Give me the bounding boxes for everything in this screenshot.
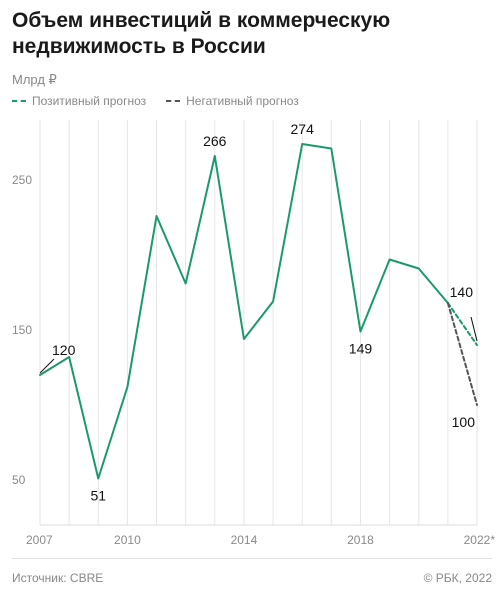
legend-item-positive: Позитивный прогноз — [12, 94, 146, 108]
x-tick-label: 2010 — [114, 533, 141, 547]
chart-title: Объем инвестиций в коммерческую недвижим… — [12, 9, 391, 58]
y-tick-label: 150 — [12, 323, 32, 337]
copyright-text: © РБК, 2022 — [423, 571, 492, 585]
data-label: 274 — [291, 121, 315, 137]
legend-label-negative: Негативный прогноз — [186, 94, 299, 108]
leader-line — [39, 358, 55, 374]
x-tick-label: 2022* — [464, 533, 496, 547]
data-label: 266 — [203, 133, 227, 149]
data-label: 100 — [452, 414, 476, 430]
series-line-main — [39, 143, 449, 480]
leader-line — [470, 316, 478, 342]
legend-swatch-positive — [12, 100, 26, 102]
legend-item-negative: Негативный прогноз — [166, 94, 299, 108]
legend: Позитивный прогноз Негативный прогноз — [12, 94, 319, 108]
data-label: 149 — [349, 341, 373, 357]
series-line-negative — [446, 302, 478, 406]
footer-divider — [12, 558, 492, 559]
x-tick-label: 2007 — [26, 533, 53, 547]
data-label: 51 — [90, 488, 106, 504]
unit-label: Млрд ₽ — [12, 72, 57, 87]
y-tick-label: 50 — [12, 473, 26, 487]
line-chart: 50 150 250 2007 2010 2014 2018 2022* 120 51 266 274… — [12, 120, 496, 547]
legend-swatch-negative — [166, 100, 181, 102]
x-tick-label: 2014 — [231, 533, 258, 547]
data-label: 140 — [450, 284, 474, 300]
y-tick-label: 250 — [12, 173, 32, 187]
series-line-positive — [446, 302, 478, 346]
x-tick-label: 2018 — [347, 533, 374, 547]
data-label: 120 — [52, 342, 76, 358]
source-text: Источник: CBRE — [12, 571, 104, 585]
legend-label-positive: Позитивный прогноз — [32, 94, 147, 108]
